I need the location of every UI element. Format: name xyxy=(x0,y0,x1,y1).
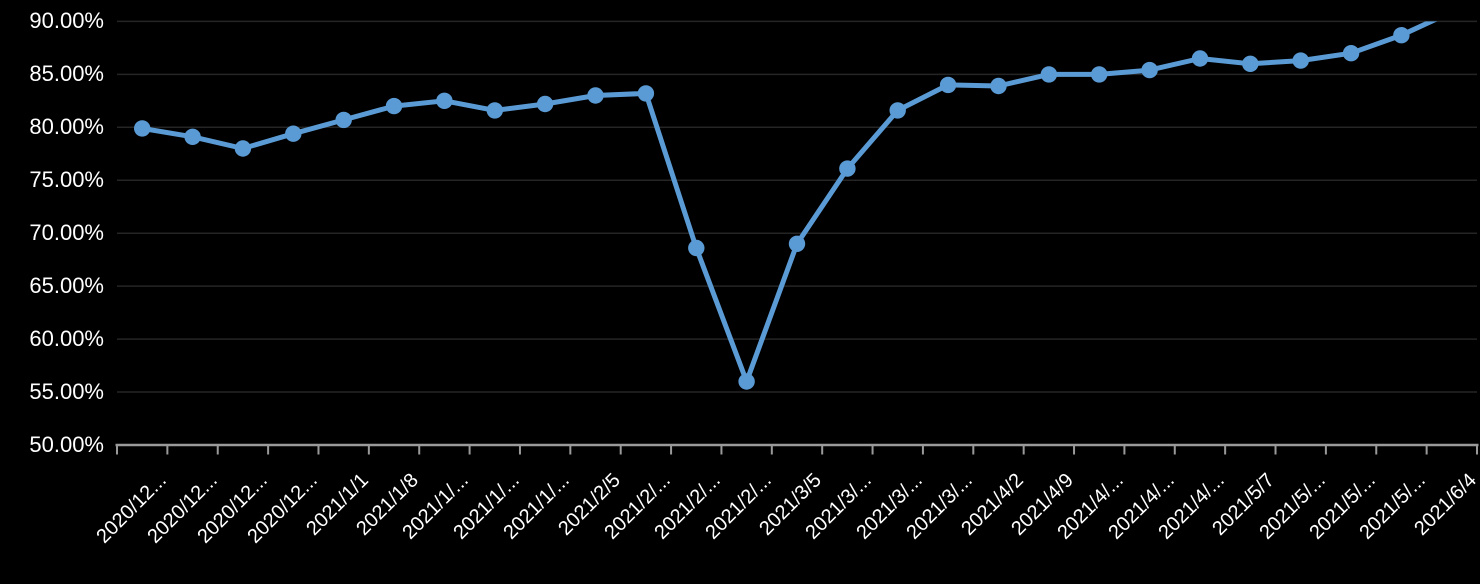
data-point-marker xyxy=(1444,4,1460,20)
data-point-marker xyxy=(134,120,151,137)
data-point-marker xyxy=(1091,66,1108,83)
y-axis-tick-label: 70.00% xyxy=(29,220,104,246)
y-axis-tick-label: 55.00% xyxy=(29,379,104,405)
y-axis-tick-label: 50.00% xyxy=(29,432,104,457)
data-point-marker xyxy=(1393,27,1410,44)
data-point-marker xyxy=(234,140,252,157)
data-point-marker xyxy=(1191,50,1209,67)
data-point-marker xyxy=(788,235,806,252)
data-point-marker xyxy=(184,128,201,145)
data-point-marker xyxy=(738,373,755,390)
data-point-marker xyxy=(536,95,554,113)
data-point-marker xyxy=(688,239,705,257)
data-point-marker xyxy=(587,87,604,104)
y-axis-tick-label: 85.00% xyxy=(29,61,104,87)
data-point-marker xyxy=(436,92,453,110)
data-point-marker xyxy=(285,125,302,142)
data-point-marker xyxy=(637,85,655,102)
y-axis-tick-label: 75.00% xyxy=(29,167,104,193)
data-point-marker xyxy=(486,102,503,119)
data-point-marker xyxy=(385,97,403,115)
data-point-marker xyxy=(939,76,957,94)
y-axis-tick-label: 80.00% xyxy=(29,114,104,140)
data-point-marker xyxy=(1141,61,1158,79)
data-point-marker xyxy=(1342,45,1360,62)
data-series xyxy=(134,4,1460,390)
data-point-marker xyxy=(889,102,906,119)
y-axis-tick-label: 65.00% xyxy=(29,273,104,299)
data-point-marker xyxy=(990,77,1007,95)
data-point-marker xyxy=(1040,66,1058,83)
data-point-marker xyxy=(335,111,352,129)
y-axis-tick-label: 60.00% xyxy=(29,326,104,352)
y-axis-tick-label: 90.00% xyxy=(29,8,104,34)
data-point-marker xyxy=(839,160,856,177)
data-point-marker xyxy=(1292,52,1309,69)
data-point-marker xyxy=(1242,55,1259,72)
